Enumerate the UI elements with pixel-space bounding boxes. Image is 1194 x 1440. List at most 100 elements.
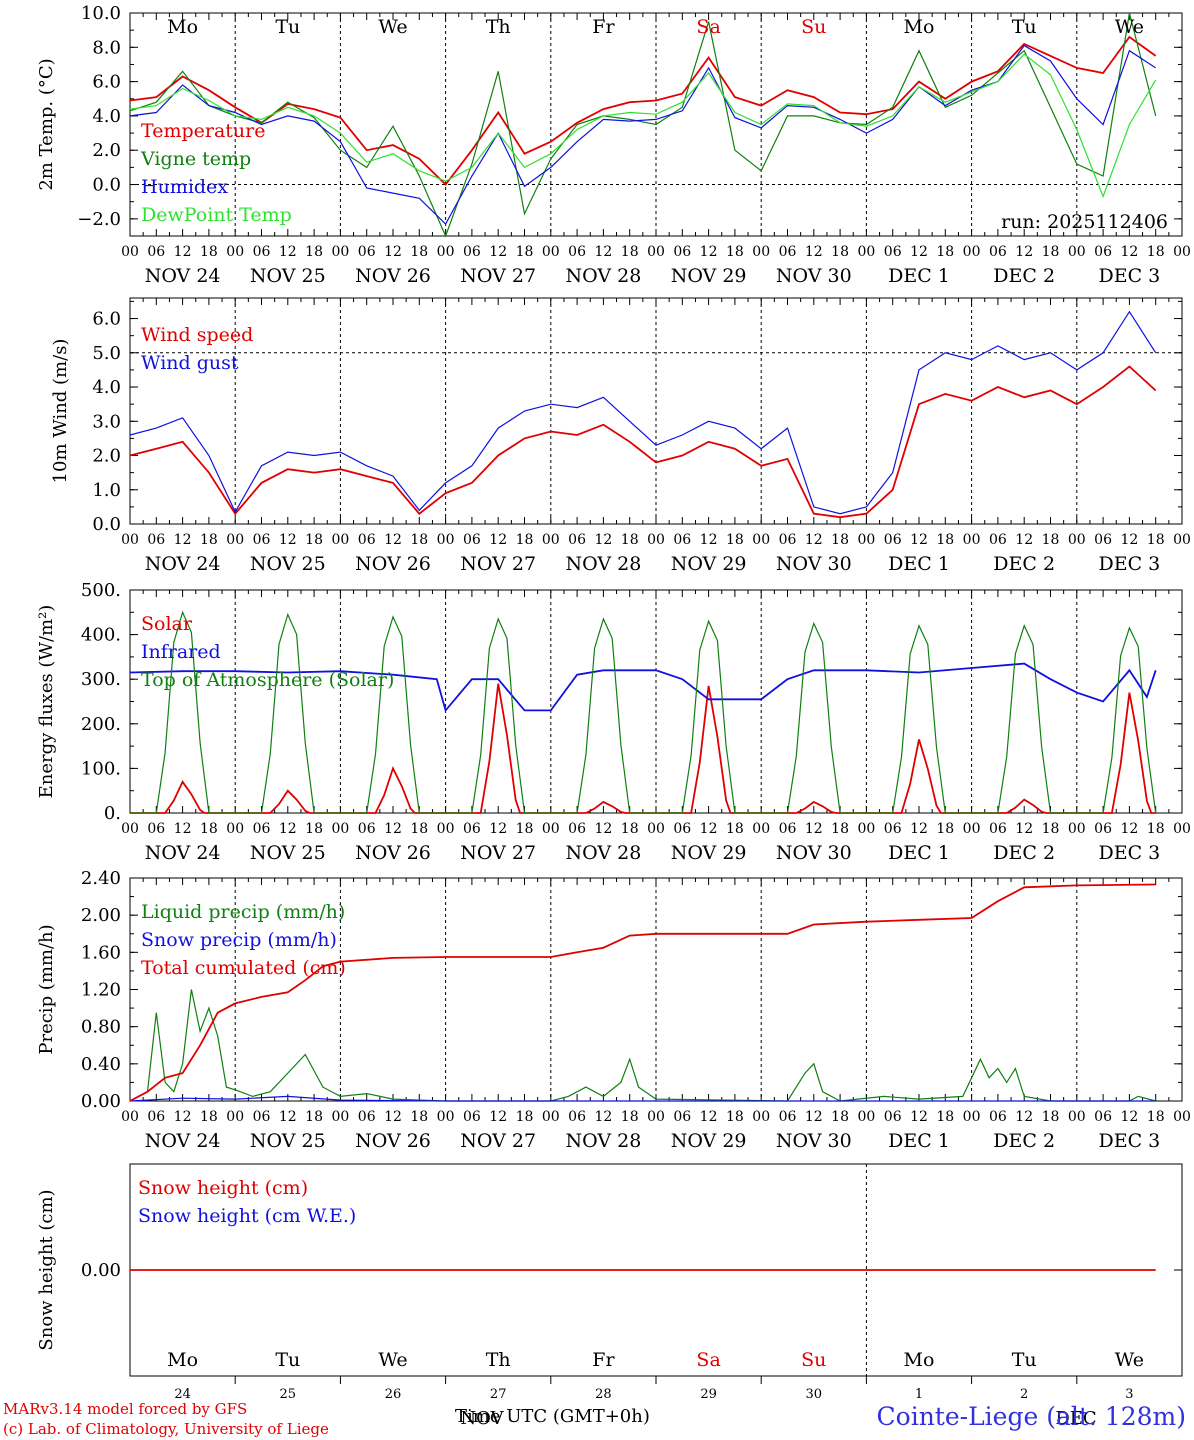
weekday-label: We (1115, 1349, 1144, 1371)
hour-tick-label: 00 (437, 1109, 455, 1125)
y-axis-label: Precip (mm/h) (36, 924, 57, 1054)
weekday-label: Tu (275, 1349, 300, 1371)
y-axis-label: Energy fluxes (W/m²) (36, 605, 57, 799)
hour-tick-label: 18 (200, 244, 218, 260)
day-number-label: 29 (700, 1387, 717, 1402)
series-temperature (129, 35, 1157, 186)
legend-dewpoint-temp: DewPoint Temp (141, 204, 292, 226)
y-tick-label: 0.80 (81, 1017, 121, 1038)
hour-tick-label: 06 (147, 532, 165, 548)
hour-tick-label: 18 (621, 1109, 639, 1125)
hour-tick-label: 00 (226, 1109, 244, 1125)
hour-tick-label: 06 (779, 1109, 797, 1125)
y-tick-label: −2.0 (77, 209, 121, 230)
weekday-label: Sa (696, 1349, 720, 1371)
hour-tick-label: 00 (121, 1109, 139, 1125)
hour-tick-label: 18 (305, 821, 323, 837)
legend-wind-speed: Wind speed (141, 324, 253, 346)
hour-tick-label: 12 (384, 1109, 402, 1125)
date-label: NOV 29 (671, 553, 747, 575)
hour-tick-label: 12 (910, 532, 928, 548)
hour-tick-label: 00 (752, 1109, 770, 1125)
hour-tick-label: 12 (1120, 244, 1138, 260)
hour-tick-label: 12 (700, 821, 718, 837)
series-dewpoint-temp (129, 53, 1157, 199)
hour-tick-label: 18 (726, 244, 744, 260)
hour-tick-label: 18 (1042, 244, 1060, 260)
date-label: DEC 3 (1099, 553, 1161, 575)
date-label: NOV 25 (250, 842, 326, 864)
y-tick-label: 500. (81, 580, 121, 601)
hour-tick-label: 06 (568, 1109, 586, 1125)
hour-tick-label: 06 (673, 532, 691, 548)
hour-tick-label: 00 (647, 244, 665, 260)
hour-tick-label: 18 (1147, 821, 1165, 837)
hour-tick-label: 00 (542, 244, 560, 260)
hour-tick-label: 12 (594, 1109, 612, 1125)
date-label: DEC 1 (888, 842, 950, 864)
hour-tick-label: 06 (253, 532, 271, 548)
hour-tick-label: 12 (1015, 244, 1033, 260)
hour-tick-label: 06 (463, 532, 481, 548)
y-tick-label: 0.0 (92, 175, 121, 196)
y-tick-label: 8.0 (92, 37, 121, 58)
hour-tick-label: 00 (857, 821, 875, 837)
hour-tick-label: 00 (1068, 821, 1086, 837)
hour-tick-label: 06 (989, 1109, 1007, 1125)
hour-tick-label: 06 (989, 244, 1007, 260)
date-label: NOV 27 (460, 265, 536, 287)
hour-tick-label: 06 (989, 532, 1007, 548)
date-label: NOV 25 (250, 553, 326, 575)
weekday-label: Mo (904, 16, 935, 38)
y-tick-label: 1.0 (92, 480, 121, 501)
y-tick-label: 2.0 (92, 446, 121, 467)
date-label: NOV 30 (776, 1130, 852, 1152)
hour-tick-label: 12 (174, 532, 192, 548)
date-label: NOV 24 (145, 265, 221, 287)
panel-frame (129, 589, 1183, 814)
hour-tick-label: 00 (331, 532, 349, 548)
run-label: run: 2025112406 (1001, 211, 1168, 233)
hour-tick-label: 00 (437, 532, 455, 548)
hour-tick-label: 00 (542, 532, 560, 548)
location-label: Cointe-Liege (alt. 128m) (876, 1402, 1186, 1431)
credit-lab: (c) Lab. of Climatology, University of L… (3, 1420, 329, 1438)
legend-snow-height-cm-: Snow height (cm) (138, 1177, 308, 1199)
hour-tick-label: 12 (384, 244, 402, 260)
day-number-label: 27 (490, 1387, 507, 1402)
hour-tick-label: 18 (726, 821, 744, 837)
date-label: DEC 2 (993, 1130, 1055, 1152)
weekday-label: Mo (167, 1349, 198, 1371)
hour-tick-label: 06 (884, 532, 902, 548)
date-label: DEC 1 (888, 265, 950, 287)
y-tick-label: 4.0 (92, 377, 121, 398)
hour-tick-label: 18 (410, 244, 428, 260)
hour-tick-label: 00 (331, 244, 349, 260)
hour-tick-label: 00 (752, 821, 770, 837)
hour-tick-label: 00 (752, 532, 770, 548)
hour-tick-label: 06 (1094, 532, 1112, 548)
legend-infrared: Infrared (141, 641, 221, 663)
hour-tick-label: 06 (1094, 1109, 1112, 1125)
weekday-label: Th (486, 16, 511, 38)
hour-tick-label: 18 (726, 1109, 744, 1125)
hour-tick-label: 06 (358, 1109, 376, 1125)
hour-tick-label: 06 (463, 821, 481, 837)
hour-tick-label: 00 (647, 532, 665, 548)
hour-tick-label: 06 (884, 1109, 902, 1125)
hour-tick-label: 12 (1120, 1109, 1138, 1125)
weekday-label: Fr (592, 16, 615, 38)
weekday-label: Su (801, 1349, 826, 1371)
hour-tick-label: 06 (673, 821, 691, 837)
day-number-label: 30 (806, 1387, 823, 1402)
hour-tick-label: 00 (857, 532, 875, 548)
series-humidex (129, 44, 1157, 225)
hour-tick-label: 18 (831, 244, 849, 260)
y-tick-label: 6.0 (92, 72, 121, 93)
hour-tick-label: 12 (594, 821, 612, 837)
legend-solar: Solar (141, 613, 193, 635)
hour-tick-label: 18 (621, 244, 639, 260)
x-axis-title: Time UTC (GMT+0h) (455, 1406, 650, 1427)
y-tick-label: 1.20 (81, 980, 121, 1001)
y-tick-label: 300. (81, 669, 121, 690)
